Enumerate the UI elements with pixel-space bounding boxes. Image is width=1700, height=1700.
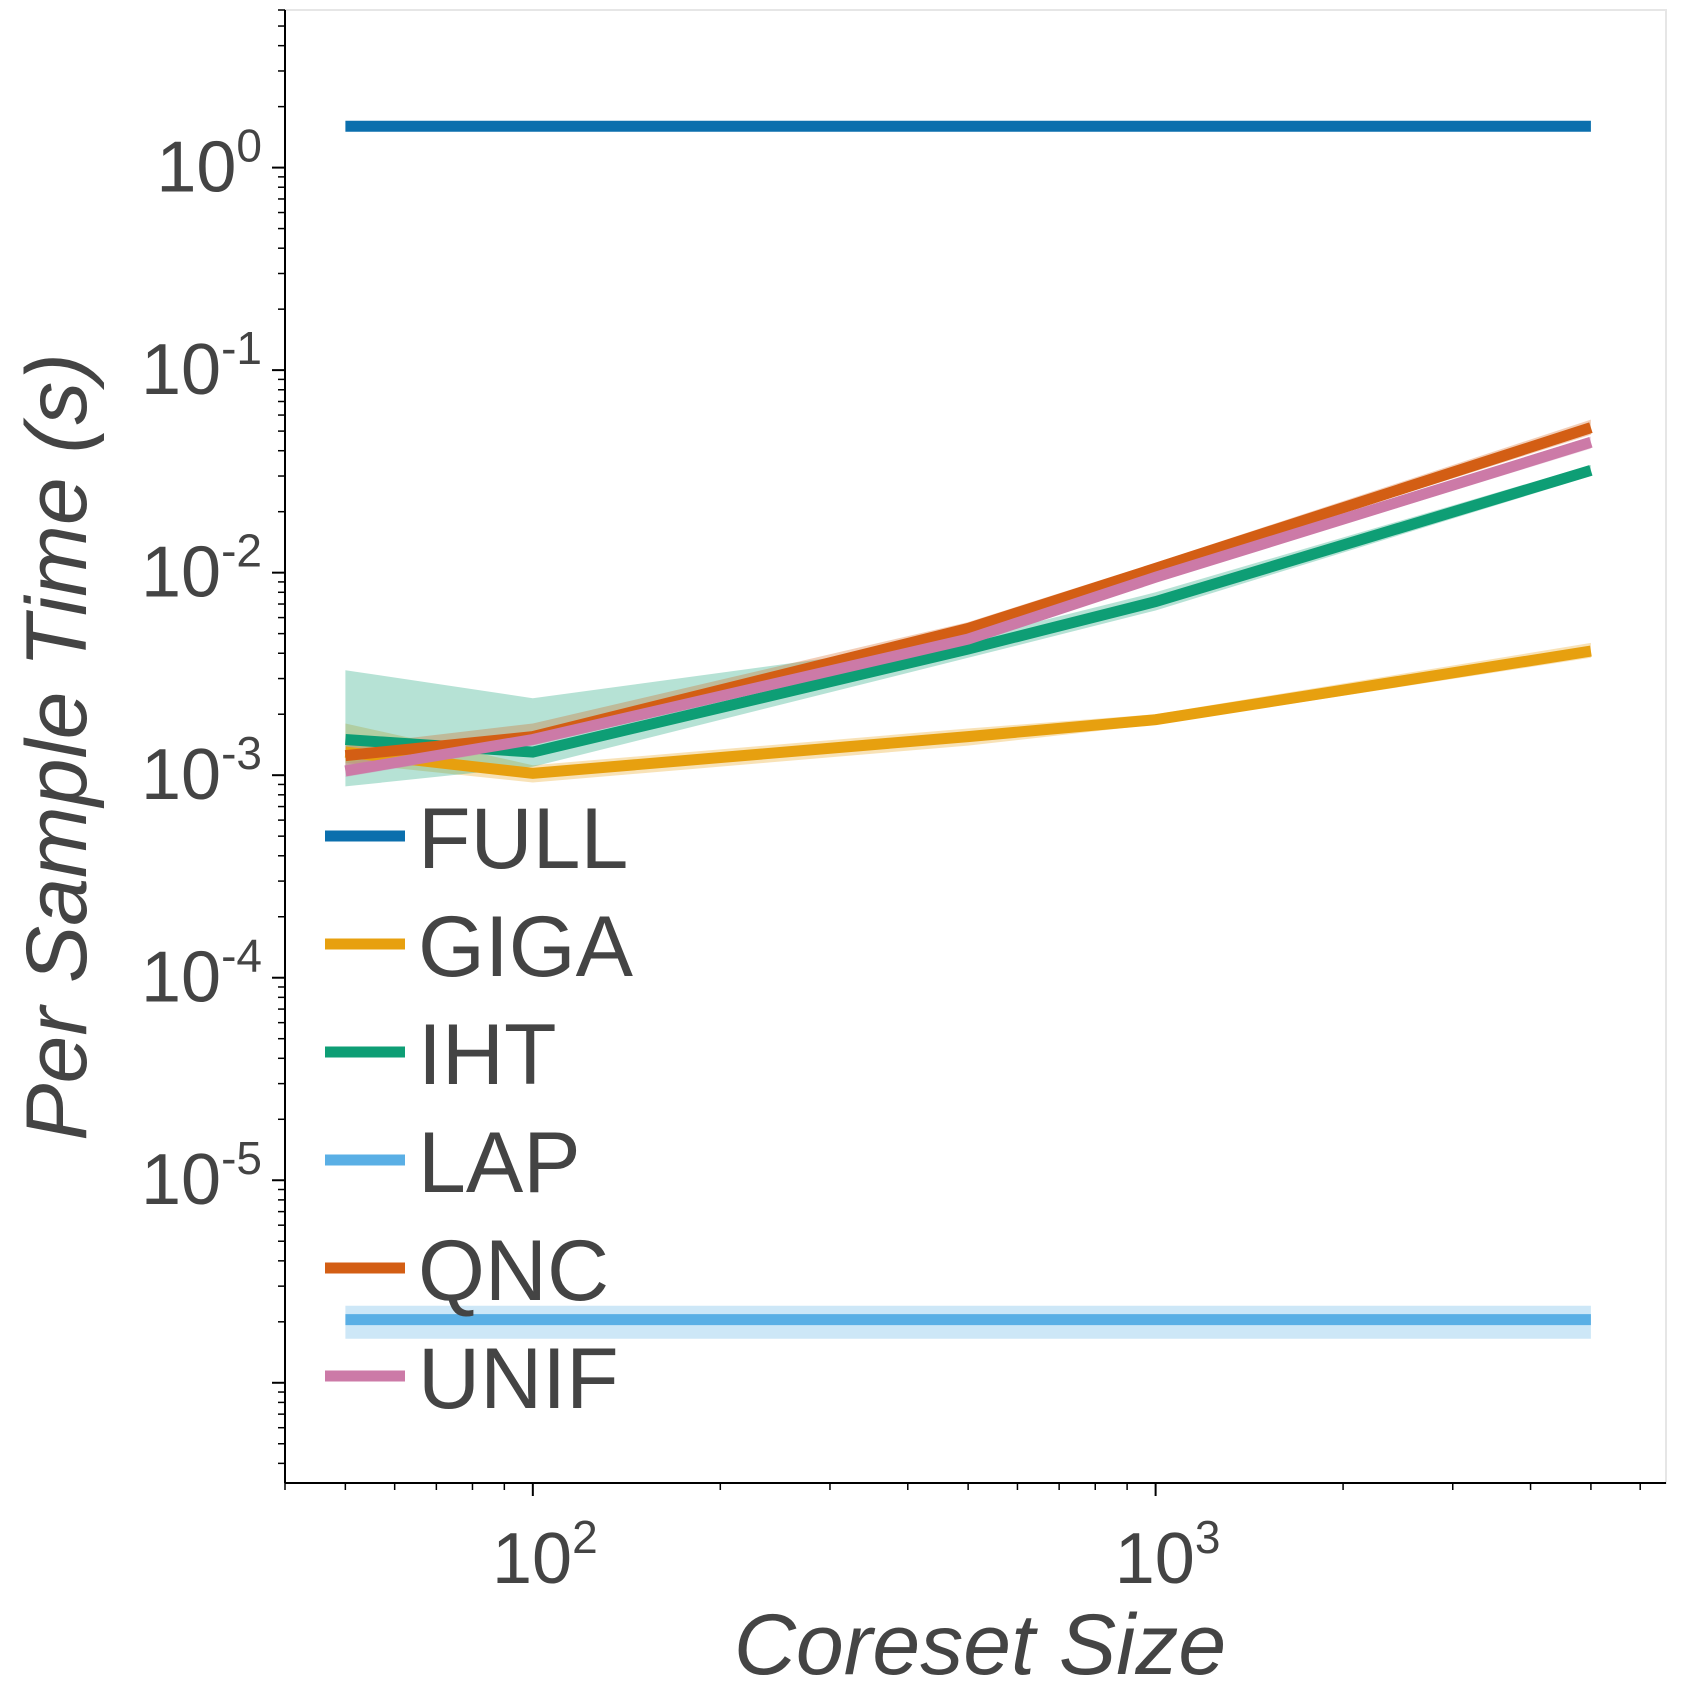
legend-label-iht: IHT <box>418 1007 557 1103</box>
series-lines <box>344 120 1593 1326</box>
y-tick-label: 10-5 <box>141 1132 262 1220</box>
y-tick-label: 10-3 <box>141 727 262 815</box>
legend-label-unif: UNIF <box>418 1331 619 1427</box>
legend-label-qnc: QNC <box>418 1223 609 1319</box>
y-axis-title: Per Sample Time (s) <box>9 353 105 1141</box>
series-line-qnc <box>344 422 1593 762</box>
legend-label-giga: GIGA <box>418 899 634 995</box>
legend-label-lap: LAP <box>418 1115 581 1211</box>
x-tick-label: 102 <box>492 1511 598 1599</box>
legend-label-full: FULL <box>418 791 628 887</box>
band-qnc <box>345 419 1591 767</box>
x-tick-label: 103 <box>1115 1511 1221 1599</box>
ticks: 100 10-1 10-2 10-3 10-4 10-5 102 103 <box>141 9 1641 1599</box>
series-line-giga <box>344 645 1592 779</box>
axes <box>284 10 1666 1484</box>
legend: FULL GIGA IHT LAP QNC UNIF <box>325 791 634 1427</box>
y-tick-label: 100 <box>156 120 262 208</box>
y-tick-label: 10-1 <box>141 322 262 410</box>
y-tick-label: 10-2 <box>141 525 262 613</box>
x-axis-title: Coreset Size <box>734 1597 1226 1693</box>
y-tick-label: 10-4 <box>141 930 262 1018</box>
series-line-unif <box>344 437 1593 777</box>
